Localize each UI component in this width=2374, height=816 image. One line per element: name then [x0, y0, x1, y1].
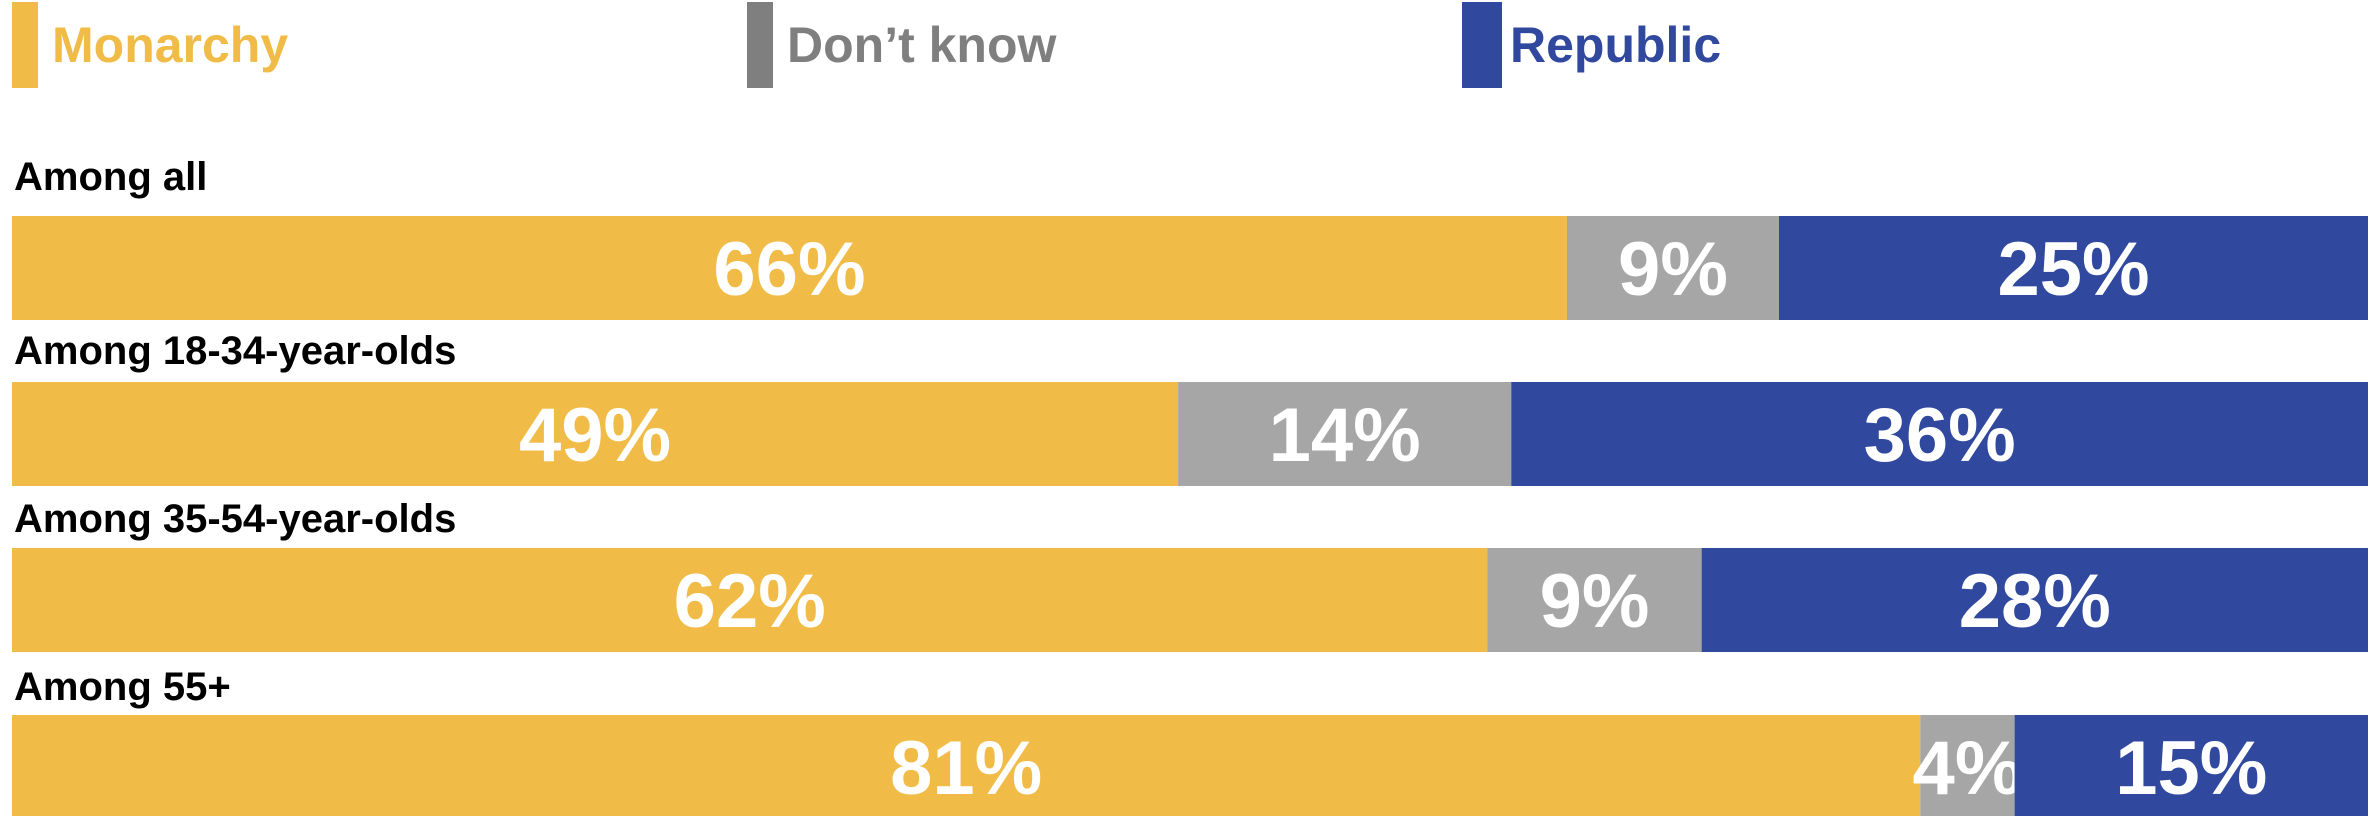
legend-swatch-don-t-know	[747, 2, 773, 88]
legend-swatch-republic	[1462, 2, 1502, 88]
legend-swatch-monarchy	[12, 2, 38, 88]
bar-segment-republic	[2014, 715, 2368, 816]
bar-segment-don-t-know	[1566, 216, 1779, 320]
category-label: Among 35-54-year-olds	[14, 497, 456, 541]
data-label: 9%	[1540, 559, 1650, 644]
data-label: 66%	[713, 227, 865, 312]
bar-segment-monarchy	[12, 216, 1567, 320]
legend-label: Don’t know	[787, 17, 1057, 73]
data-label: 4%	[1913, 726, 2023, 811]
bar-segment-monarchy	[12, 715, 1921, 816]
category-label: Among all	[14, 155, 207, 199]
legend-label: Republic	[1510, 17, 1721, 73]
category-label: Among 55+	[14, 665, 231, 709]
bar-segment-monarchy	[12, 548, 1488, 652]
category-label: Among 18-34-year-olds	[14, 329, 456, 373]
data-label: 62%	[674, 559, 826, 644]
data-label: 36%	[1864, 393, 2016, 478]
bar-segment-republic	[1701, 548, 2368, 652]
data-label: 25%	[1997, 227, 2149, 312]
bar-segment-don-t-know	[1178, 382, 1512, 486]
data-label: 14%	[1269, 393, 1421, 478]
legend-label: Monarchy	[52, 17, 288, 73]
bar-segment-monarchy	[12, 382, 1179, 486]
bar-segment-republic	[1779, 216, 2368, 320]
bar-segment-republic	[1511, 382, 2368, 486]
data-label: 49%	[519, 393, 671, 478]
data-label: 15%	[2115, 726, 2267, 811]
bar-segment-don-t-know	[1487, 548, 1702, 652]
data-label: 81%	[890, 726, 1042, 811]
data-label: 28%	[1959, 559, 2111, 644]
bar-segment-don-t-know	[1920, 715, 2015, 816]
data-label: 9%	[1618, 227, 1728, 312]
